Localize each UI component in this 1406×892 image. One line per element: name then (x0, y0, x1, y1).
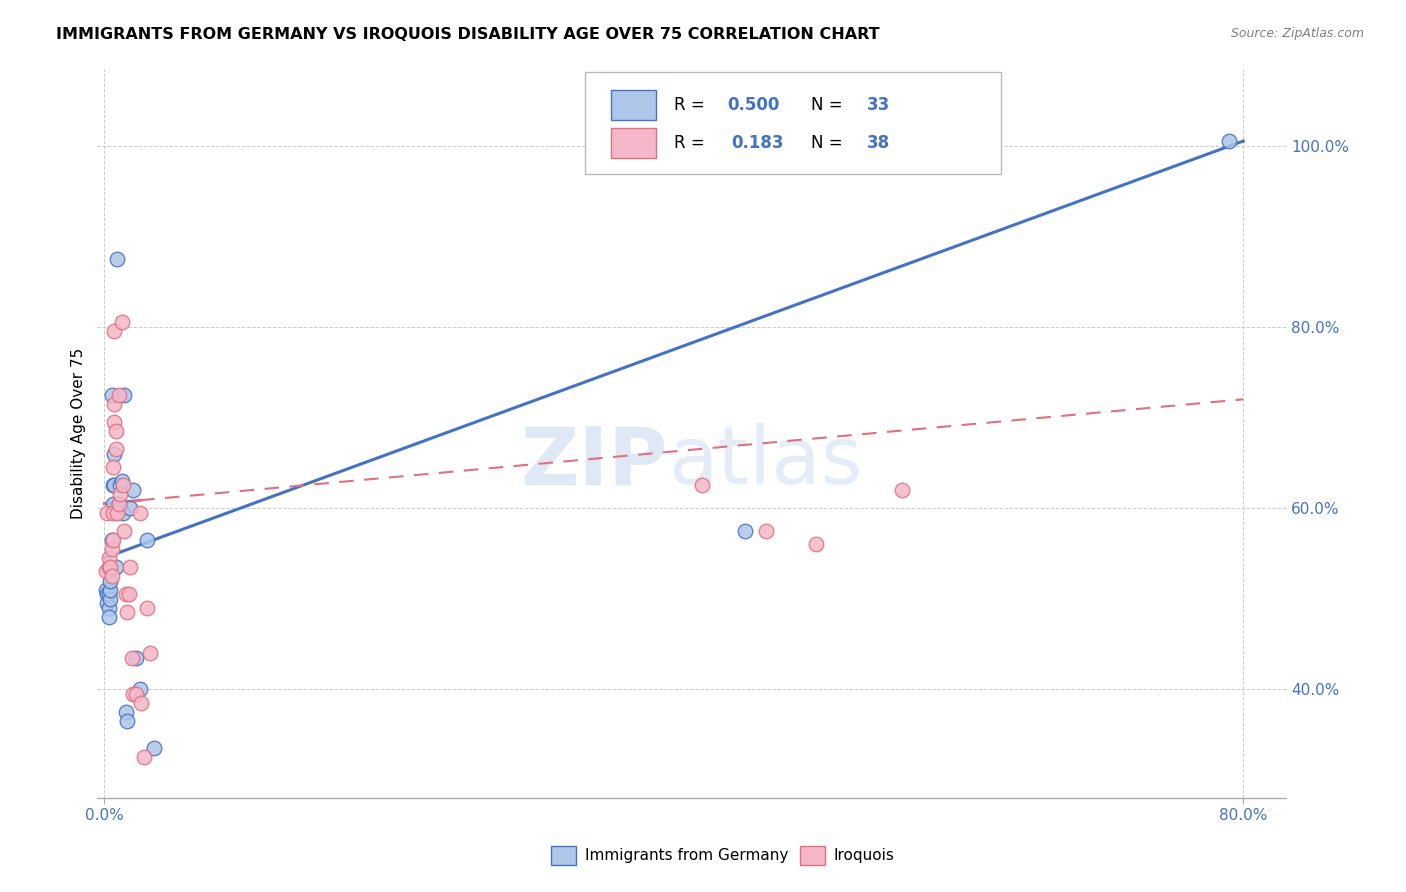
Point (120, 501, 142, 516)
FancyBboxPatch shape (610, 128, 657, 158)
Point (125, 687, 148, 701)
Point (117, 714, 139, 728)
Y-axis label: Disability Age Over 75: Disability Age Over 75 (72, 348, 86, 519)
Point (103, 447, 125, 461)
Point (100, 533, 122, 547)
Point (139, 646, 162, 660)
Point (890, 483, 912, 497)
Point (100, 569, 122, 583)
FancyBboxPatch shape (610, 90, 657, 120)
Text: 38: 38 (866, 134, 890, 152)
Point (104, 560, 127, 574)
Point (143, 741, 166, 756)
Point (122, 687, 145, 701)
Text: atlas: atlas (668, 424, 862, 501)
Point (100, 541, 122, 556)
Point (103, 415, 125, 429)
Point (108, 487, 131, 501)
Point (98, 591, 121, 606)
Point (121, 650, 143, 665)
Point (125, 650, 148, 665)
Point (1218, 134, 1240, 148)
FancyBboxPatch shape (585, 72, 1001, 174)
Point (107, 496, 129, 510)
Point (108, 501, 131, 516)
Point (107, 388, 129, 402)
Point (108, 478, 131, 492)
Point (111, 478, 134, 492)
Text: R =: R = (673, 96, 710, 114)
Point (105, 506, 128, 520)
Point (105, 252, 128, 266)
Point (103, 478, 125, 492)
Text: Immigrants from Germany: Immigrants from Germany (585, 848, 789, 863)
FancyBboxPatch shape (551, 846, 576, 865)
Point (101, 460, 124, 475)
Point (97, 609, 120, 624)
Point (734, 524, 756, 538)
Point (136, 533, 159, 547)
Point (96, 587, 118, 601)
Point (692, 478, 714, 492)
Point (94, 565, 117, 579)
Point (98, 560, 121, 574)
Point (110, 474, 132, 488)
Point (117, 605, 139, 619)
Point (97, 587, 120, 601)
Point (129, 682, 152, 697)
Point (114, 587, 136, 601)
Point (96, 596, 118, 610)
Point (103, 397, 125, 411)
Point (112, 524, 135, 538)
Point (97, 560, 120, 574)
Text: 0.500: 0.500 (727, 96, 780, 114)
Point (101, 496, 124, 510)
Point (110, 315, 132, 329)
Point (94, 582, 117, 597)
Point (755, 524, 778, 538)
Point (120, 560, 142, 574)
Point (100, 388, 122, 402)
Point (107, 496, 129, 510)
Point (122, 483, 145, 497)
Point (97, 550, 120, 565)
Point (98, 574, 121, 588)
Point (129, 506, 152, 520)
Point (111, 506, 134, 520)
Point (131, 696, 153, 710)
Point (134, 750, 156, 764)
Point (96, 506, 118, 520)
Point (806, 537, 828, 551)
Text: N =: N = (810, 96, 848, 114)
Point (104, 424, 127, 438)
Point (101, 478, 124, 492)
Point (101, 506, 124, 520)
Text: R =: R = (673, 134, 716, 152)
Text: Source: ZipAtlas.com: Source: ZipAtlas.com (1230, 27, 1364, 40)
Point (136, 600, 159, 615)
Text: 0.183: 0.183 (731, 134, 783, 152)
Text: N =: N = (810, 134, 848, 152)
Text: 33: 33 (866, 96, 890, 114)
Text: IMMIGRANTS FROM GERMANY VS IROQUOIS DISABILITY AGE OVER 75 CORRELATION CHART: IMMIGRANTS FROM GERMANY VS IROQUOIS DISA… (56, 27, 880, 42)
Text: Iroquois: Iroquois (834, 848, 894, 863)
Point (103, 324, 125, 338)
Point (97, 600, 120, 615)
Point (101, 533, 124, 547)
Point (98, 582, 121, 597)
Point (112, 388, 135, 402)
Point (118, 587, 141, 601)
Point (114, 705, 136, 719)
FancyBboxPatch shape (800, 846, 825, 865)
Point (104, 442, 127, 457)
Text: ZIP: ZIP (520, 424, 668, 501)
